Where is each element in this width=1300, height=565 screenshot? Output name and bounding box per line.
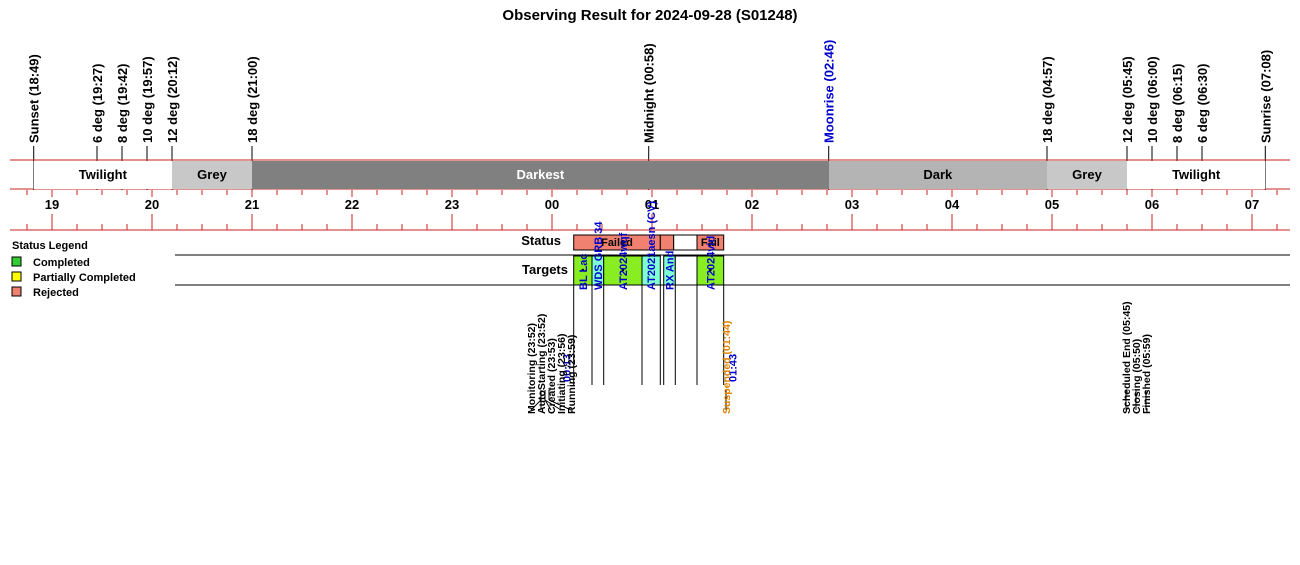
event-connector bbox=[530, 399, 542, 411]
band-label: Twilight bbox=[79, 167, 128, 182]
legend-title: Status Legend bbox=[12, 240, 88, 252]
hour-tick-label: 07 bbox=[1245, 197, 1259, 212]
hour-tick-label: 04 bbox=[945, 197, 960, 212]
band-label: Grey bbox=[1072, 167, 1102, 182]
marker-label: 6 deg (06:30) bbox=[1195, 64, 1210, 143]
legend-swatch bbox=[11, 256, 22, 267]
marker-label: 18 deg (21:00) bbox=[245, 56, 260, 143]
event-label: Created (23:53) bbox=[546, 338, 558, 414]
target-name: AT2024wqf bbox=[618, 232, 630, 290]
marker-label: Sunrise (07:08) bbox=[1258, 50, 1273, 143]
band-3 bbox=[828, 161, 1047, 189]
target-point bbox=[709, 268, 712, 272]
targets-row-label: Targets bbox=[522, 262, 568, 277]
target-point bbox=[581, 268, 585, 272]
status-segment bbox=[696, 234, 725, 251]
chart-title: Observing Result for 2024-09-28 (S01248) bbox=[502, 7, 797, 24]
sky-condition-bands: Twilight Grey Darkest Dark Grey Twilight bbox=[10, 159, 1290, 190]
target-name: RX And bbox=[665, 251, 677, 290]
hour-tick-label: 20 bbox=[145, 197, 159, 212]
marker-label: 10 deg (19:57) bbox=[140, 56, 155, 143]
event-label: Closing (05:50) bbox=[1131, 339, 1143, 414]
target-name: AT2024vid bbox=[705, 236, 717, 290]
hour-tick-label: 05 bbox=[1045, 197, 1059, 212]
status-target-rows: Status Targets Failed Fail BL Lac WDS GRB 34 A… bbox=[175, 201, 1290, 385]
marker-label: Midnight (00:58) bbox=[642, 43, 657, 143]
legend-label: Completed bbox=[33, 257, 90, 269]
band-label: Darkest bbox=[516, 167, 564, 182]
legend-swatch bbox=[11, 271, 22, 282]
status-segment-label: Failed bbox=[601, 237, 633, 249]
legend-label: Partially Completed bbox=[33, 272, 136, 284]
marker-label: 8 deg (19:42) bbox=[115, 64, 130, 143]
hour-tick-label: 21 bbox=[245, 197, 259, 212]
hour-tick-label: 22 bbox=[345, 197, 359, 212]
legend-label: Rejected bbox=[33, 287, 79, 299]
band-label: Dark bbox=[923, 167, 953, 182]
event-label: Initiating (23:56) bbox=[556, 333, 568, 414]
event-connector bbox=[544, 399, 552, 411]
marker-label: 12 deg (20:12) bbox=[165, 56, 180, 143]
target-segment bbox=[674, 255, 698, 286]
event-label: Running (23:59) bbox=[566, 335, 578, 414]
band-label: Grey bbox=[197, 167, 227, 182]
hour-tick-label: 02 bbox=[745, 197, 759, 212]
event-label: Scheduled End (05:45) bbox=[1121, 301, 1133, 414]
target-name: AT2021aesn (CV) bbox=[646, 201, 658, 290]
marker-label: 18 deg (04:57) bbox=[1040, 56, 1055, 143]
hour-tick-label: 00 bbox=[545, 197, 559, 212]
target-point bbox=[621, 268, 625, 272]
marker-label: 8 deg (06:15) bbox=[1170, 64, 1185, 143]
band-label: Twilight bbox=[1172, 167, 1221, 182]
marker-label: 6 deg (19:27) bbox=[90, 64, 105, 143]
marker-label: 10 deg (06:00) bbox=[1145, 56, 1160, 143]
band-4 bbox=[1047, 161, 1127, 189]
event-connector bbox=[544, 399, 562, 411]
target-name: BL Lac bbox=[578, 254, 590, 290]
event-markers: Monitoring (23:52)AutoStarting (23:52)Cr… bbox=[526, 301, 1153, 414]
status-row-label: Status bbox=[521, 233, 561, 248]
marker-label: Moonrise (02:46) bbox=[822, 40, 837, 143]
hour-tick-label: 06 bbox=[1145, 197, 1159, 212]
end-time-label: 01:43 bbox=[728, 354, 740, 382]
status-segment bbox=[673, 234, 698, 251]
hour-tick-label: 19 bbox=[45, 197, 59, 212]
status-segment bbox=[659, 234, 675, 251]
start-time-label: 00:13 bbox=[562, 354, 574, 382]
band-5 bbox=[1127, 161, 1266, 189]
hour-axis: 19 20 21 22 23 00 01 02 03 04 05 06 07 bbox=[10, 190, 1290, 231]
target-name: WDS GRB 34 bbox=[593, 221, 605, 290]
twilight-markers: Sunset (18:49) 6 deg (19:27) 8 deg (19:42)… bbox=[27, 40, 1273, 190]
legend-swatch bbox=[11, 286, 22, 297]
event-connector bbox=[548, 399, 572, 411]
marker-label: Sunset (18:49) bbox=[27, 54, 42, 143]
hour-tick-label: 03 bbox=[845, 197, 859, 212]
event-label: AutoStarting (23:52) bbox=[536, 314, 548, 414]
marker-label: 12 deg (05:45) bbox=[1120, 56, 1135, 143]
hour-tick-label: 23 bbox=[445, 197, 459, 212]
status-segment-label: Fail bbox=[701, 237, 720, 249]
event-label: Suspended (01:44) bbox=[721, 321, 733, 414]
event-label: Monitoring (23:52) bbox=[526, 323, 538, 414]
status-legend: Status Legend Completed Partially Complete… bbox=[11, 240, 136, 299]
hour-tick-label: 01 bbox=[645, 197, 659, 212]
target-segment bbox=[641, 255, 661, 286]
band-2 bbox=[252, 161, 829, 189]
band-0 bbox=[33, 161, 173, 189]
event-label: Finished (05:59) bbox=[1141, 334, 1153, 414]
band-1 bbox=[172, 161, 252, 189]
